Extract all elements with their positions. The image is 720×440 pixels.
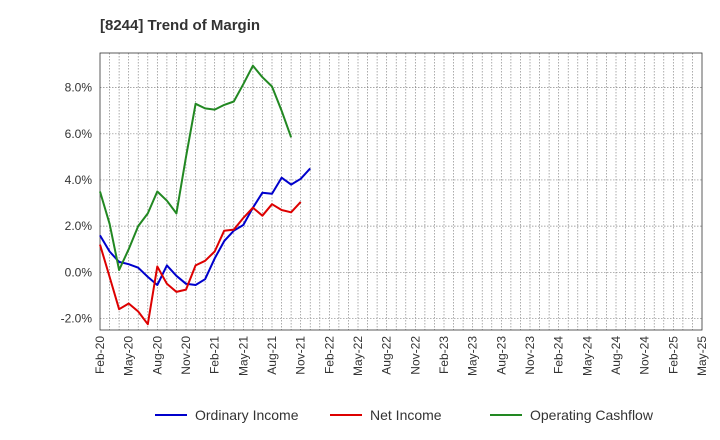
y-tick-label: 4.0% — [65, 173, 93, 187]
plot-area — [99, 52, 703, 331]
x-tick-label: Aug-20 — [150, 336, 164, 375]
x-tick-label: May-23 — [466, 336, 480, 376]
x-tick-label: Nov-23 — [523, 336, 537, 375]
series-line — [99, 201, 302, 326]
series-line — [99, 167, 311, 286]
x-tick-label: Aug-24 — [609, 336, 623, 375]
x-tick-label: Aug-21 — [265, 336, 279, 375]
legend-label: Operating Cashflow — [530, 407, 654, 423]
x-tick-label: Feb-21 — [208, 336, 222, 374]
x-tick-label: May-21 — [236, 336, 250, 376]
legend: Ordinary Income Net Income Operating Cashf… — [155, 407, 654, 423]
x-tick-label: Aug-22 — [380, 336, 394, 375]
y-axis-ticks: 8.0% 6.0% 4.0% 2.0% 0.0% -2.0% — [61, 81, 93, 326]
x-tick-label: May-22 — [351, 336, 365, 376]
x-tick-label: Nov-22 — [408, 336, 422, 375]
x-tick-label: Feb-25 — [666, 336, 680, 374]
x-tick-label: Aug-23 — [494, 336, 508, 375]
x-tick-label: May-20 — [122, 336, 136, 376]
legend-label: Ordinary Income — [195, 407, 299, 423]
x-tick-label: Feb-24 — [552, 336, 566, 374]
y-tick-label: 6.0% — [65, 127, 93, 141]
x-tick-label: Nov-24 — [638, 336, 652, 375]
chart-title: [8244] Trend of Margin — [100, 17, 260, 34]
x-tick-label: Feb-20 — [93, 336, 107, 374]
x-axis-ticks: Feb-20 May-20 Aug-20 Nov-20 Feb-21 May-21 Aug-… — [93, 336, 709, 376]
series-lines — [99, 64, 311, 326]
x-tick-label: Nov-21 — [294, 336, 308, 375]
y-tick-label: 2.0% — [65, 219, 93, 233]
legend-label: Net Income — [370, 407, 442, 423]
y-tick-label: 8.0% — [65, 81, 93, 95]
grid-lines — [100, 53, 702, 330]
x-tick-label: Nov-20 — [179, 336, 193, 375]
x-tick-label: Feb-23 — [437, 336, 451, 374]
x-tick-label: Feb-22 — [322, 336, 336, 374]
x-tick-label: May-25 — [695, 336, 709, 376]
y-tick-label: 0.0% — [65, 265, 93, 279]
x-tick-label: May-24 — [580, 336, 594, 376]
y-tick-label: -2.0% — [61, 311, 93, 325]
series-line — [99, 64, 293, 271]
